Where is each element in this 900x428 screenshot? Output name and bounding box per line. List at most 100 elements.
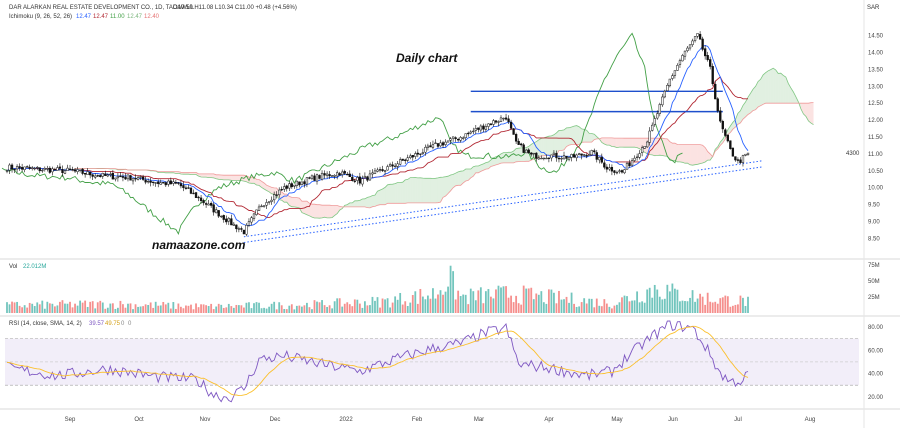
volume-bar [636, 291, 639, 313]
candle-body [363, 175, 367, 179]
volume-bar [560, 299, 563, 313]
time-tick-label: Aug [805, 417, 816, 423]
volume-bar [69, 301, 71, 313]
candle-body [744, 153, 747, 156]
candle-body [590, 150, 593, 156]
volume-bar [376, 297, 379, 313]
volume-bar [527, 288, 530, 313]
candle-body [686, 47, 689, 51]
candle-body [10, 164, 14, 170]
volume-bar [462, 294, 465, 313]
volume-bar [469, 288, 472, 313]
candle-body [361, 178, 364, 185]
candle-body [315, 174, 319, 182]
volume-bar [490, 296, 492, 313]
volume-bar [278, 302, 281, 313]
volume-bar [381, 298, 384, 313]
volume-bar [578, 306, 581, 313]
candle-body [283, 186, 286, 190]
candle-body [43, 168, 46, 170]
candle-body [56, 167, 59, 171]
volume-bar [323, 305, 326, 313]
volume-bar [341, 306, 344, 313]
volume-bar [744, 305, 747, 313]
volume-bar [484, 291, 487, 313]
volume-bar [396, 299, 399, 313]
candle-body [585, 155, 588, 157]
candle-body [139, 176, 142, 178]
volume-bar [729, 306, 732, 313]
candle-body [514, 134, 518, 142]
candle-body [202, 200, 205, 204]
volume-bar [502, 286, 505, 313]
volume-bar [210, 303, 213, 313]
candle-body [73, 169, 77, 172]
ichimoku-lagging-value: 11.00 [110, 14, 125, 20]
volume-bar [303, 305, 306, 313]
candle-body [693, 36, 697, 41]
volume-bar [174, 308, 177, 313]
candle-body [494, 120, 498, 123]
volume-bar [739, 295, 742, 313]
volume-bar [394, 296, 397, 313]
volume-bar [386, 298, 389, 313]
candle-body [535, 152, 538, 159]
candle-body [179, 183, 183, 187]
volume-bar [48, 303, 51, 313]
volume-bar [144, 304, 147, 313]
volume-bar [449, 265, 452, 313]
volume-bar [258, 302, 260, 313]
candle-body [734, 156, 737, 161]
candle-body [449, 138, 452, 141]
volume-bar [553, 292, 555, 313]
candle-body [618, 170, 621, 172]
volume-bar [719, 298, 722, 313]
volume-bar [676, 289, 679, 313]
volume-bar [185, 305, 187, 313]
volume-bar [280, 305, 283, 313]
candle-body [235, 224, 238, 230]
candle-body [199, 197, 203, 202]
candle-body [159, 182, 162, 185]
volume-bar [648, 287, 651, 313]
volume-bar [152, 307, 155, 313]
candle-body [63, 170, 67, 174]
price-tick-label: 14.50 [868, 34, 884, 40]
candle-body [583, 154, 586, 156]
volume-bar [598, 305, 601, 313]
candle-body [58, 166, 62, 169]
volume-bar [74, 303, 76, 313]
volume-bar [689, 297, 691, 313]
volume-bar [61, 300, 64, 313]
candle-body [588, 154, 591, 156]
volume-bar [568, 302, 570, 313]
candle-body [663, 90, 666, 98]
candle-body [681, 55, 684, 62]
candle-body [381, 169, 384, 172]
candle-body [330, 175, 334, 177]
rsi-extra-2: 0 [128, 321, 132, 327]
volume-bar [147, 305, 150, 313]
volume-bar [603, 299, 606, 313]
volume-bar [96, 302, 99, 313]
candle-body [731, 147, 735, 157]
rsi-tick-label: 40.00 [868, 372, 884, 378]
volume-bar [106, 307, 109, 313]
volume-bar [464, 294, 467, 313]
volume-bar [333, 301, 336, 313]
candle-body [288, 183, 291, 189]
time-tick-label: Apr [544, 417, 553, 423]
candle-body [197, 196, 200, 199]
candle-body [472, 130, 475, 133]
candle-body [225, 218, 228, 223]
volume-bar [89, 301, 92, 313]
volume-bar [268, 306, 271, 313]
rsi-extra-1: 0 [121, 321, 125, 327]
volume-bar [716, 303, 719, 313]
candle-body [68, 168, 72, 170]
candle-body [376, 169, 379, 172]
candle-body [421, 152, 425, 154]
volume-bar [343, 303, 346, 313]
rsi-sma-line [6, 325, 749, 397]
candle-body [341, 171, 344, 175]
